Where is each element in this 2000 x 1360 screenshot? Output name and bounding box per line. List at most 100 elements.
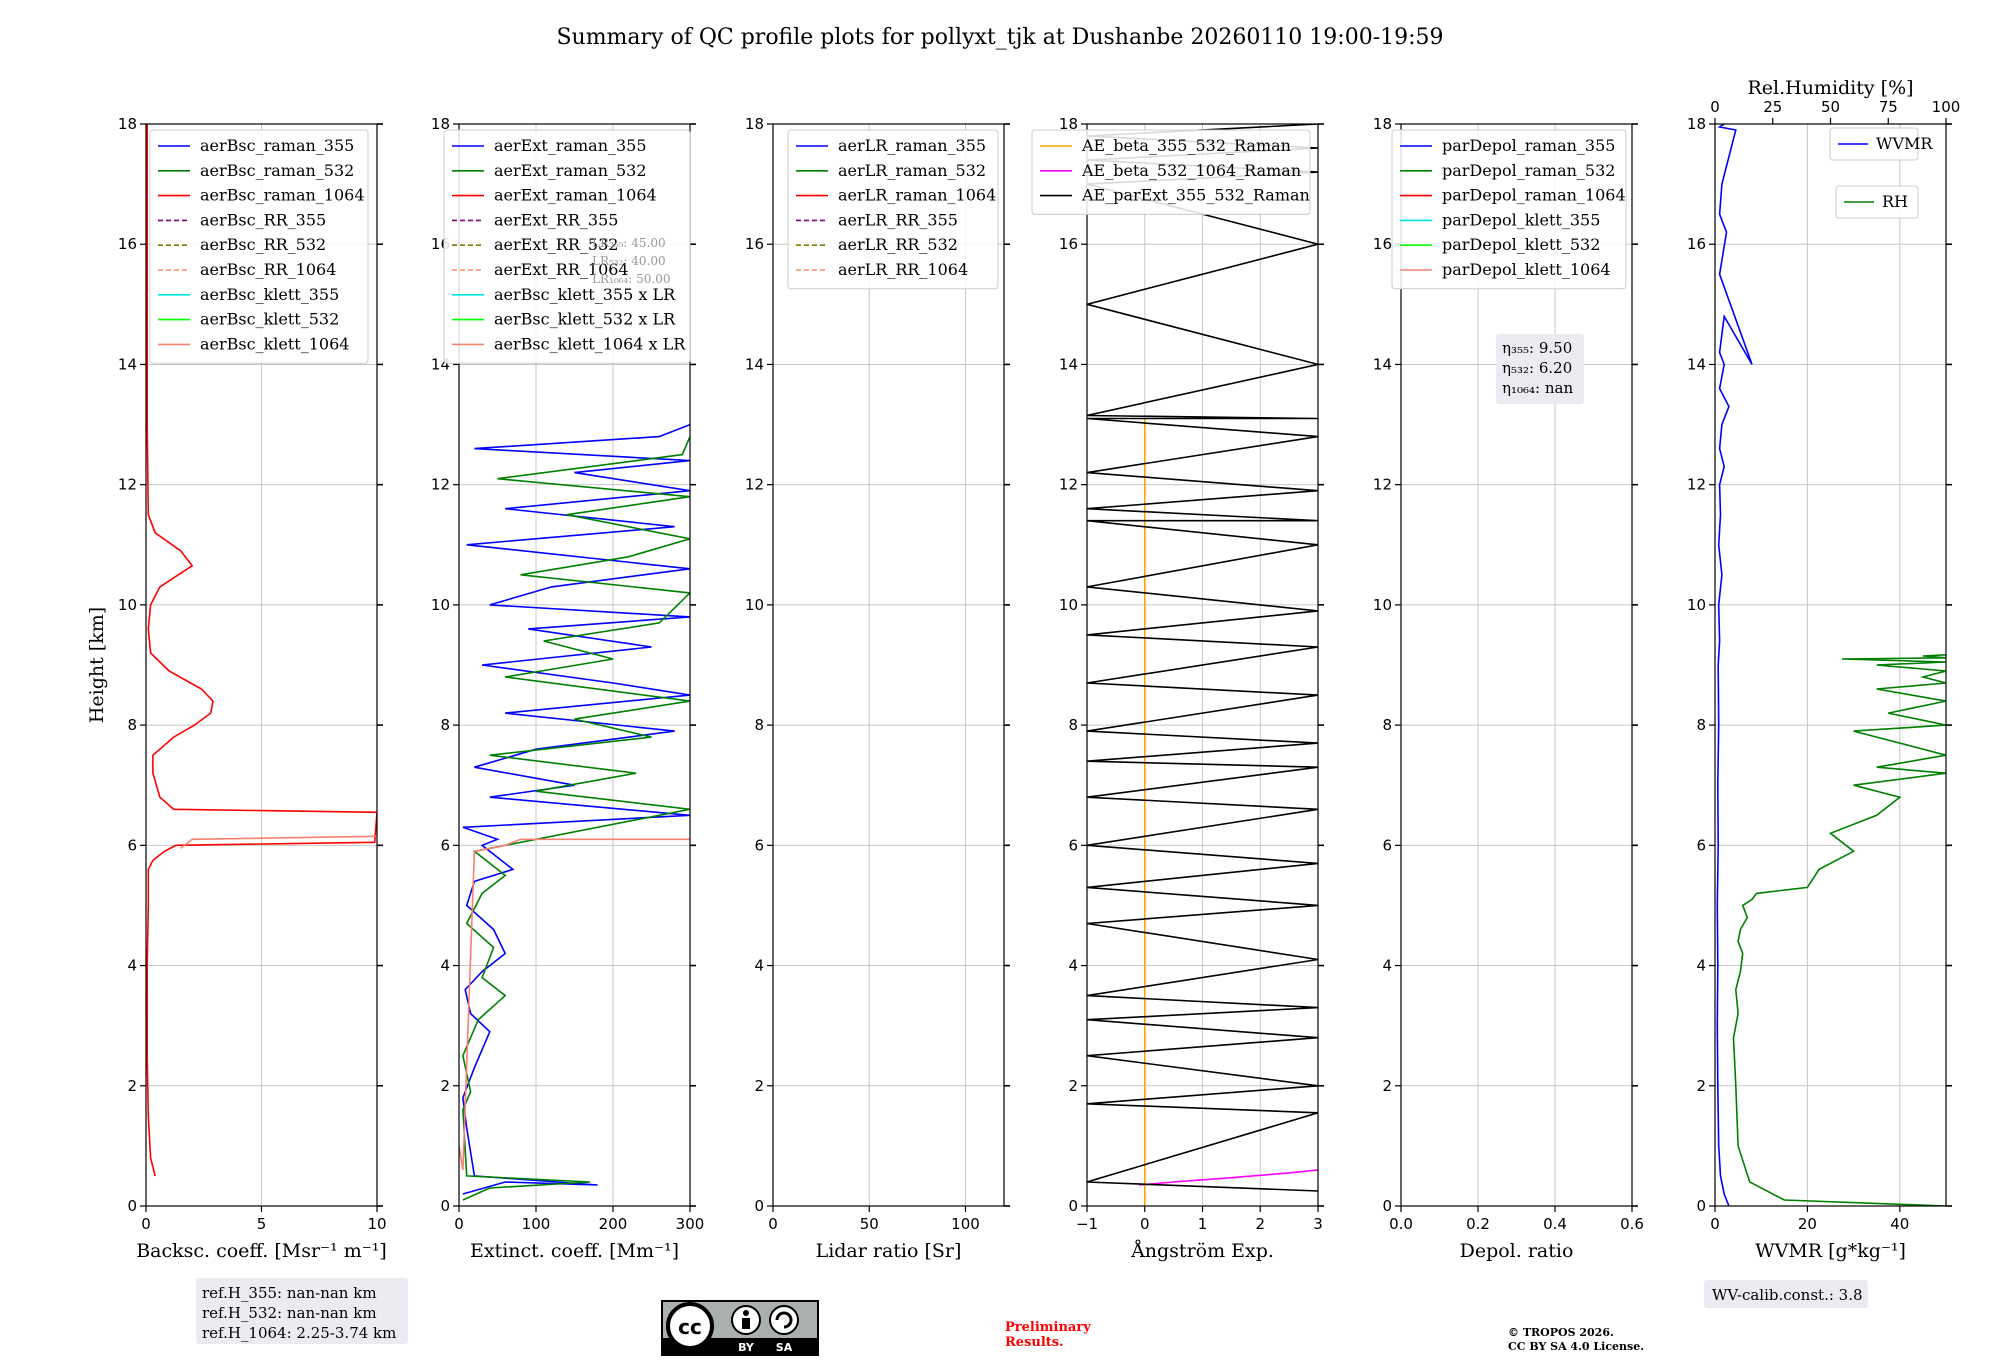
x-tick-label: 0 — [1140, 1215, 1150, 1233]
x-axis-label: Lidar ratio [Sr] — [816, 1240, 962, 1262]
legend-label: aerBsc_raman_532 — [200, 161, 354, 180]
wv-calib-box: WV-calib.const.: 3.8 — [1704, 1280, 1868, 1308]
y-tick-label: 8 — [754, 716, 764, 734]
y-tick-label: 12 — [745, 476, 764, 494]
legend-box — [149, 129, 369, 364]
y-tick-label: 2 — [754, 1077, 764, 1095]
series-RH — [1732, 654, 1946, 1206]
y-tick-label: 12 — [118, 476, 137, 494]
y-tick-label: 0 — [127, 1197, 137, 1215]
eta-label: η₃₅₅: 9.50 — [1502, 339, 1572, 357]
legend-label: aerExt_RR_355 — [494, 210, 618, 229]
x-tick-label: 5 — [257, 1215, 267, 1233]
legend-label: aerLR_raman_355 — [838, 136, 986, 155]
legend-box — [1829, 127, 1919, 161]
legend-label: aerBsc_klett_1064 x LR — [494, 334, 686, 353]
panel-backscatter: 0 2 4 6 8 10 12 14 16 18 0 5 10 Backsc. coeff. [Msr⁻¹… — [86, 115, 387, 1262]
series-AE_beta_532_1064_Raman — [1138, 1169, 1318, 1186]
legend-label: aerLR_RR_532 — [838, 235, 958, 254]
y-tick-label: 6 — [1382, 836, 1392, 854]
cc-license-badge: cc BY SA — [661, 1300, 819, 1356]
cc-icon — [666, 1302, 714, 1350]
y-tick-label: 4 — [1068, 957, 1078, 975]
x-tick-label: 0.4 — [1543, 1215, 1567, 1233]
wv-calib-box-bg — [1704, 1280, 1868, 1308]
preliminary-line-2: Results. — [1005, 1335, 1064, 1350]
legend-label: RH — [1882, 192, 1908, 211]
x-tick-label: 300 — [676, 1215, 705, 1233]
y-tick-label: 6 — [127, 836, 137, 854]
y-tick-label: 16 — [118, 235, 137, 253]
y-tick-label: 10 — [1687, 596, 1706, 614]
legend-label: parDepol_klett_532 — [1442, 235, 1600, 254]
y-tick-label: 10 — [118, 596, 137, 614]
x-tick-label: 40 — [1890, 1215, 1909, 1233]
y-tick-label: 16 — [1373, 235, 1392, 253]
y-tick-label: 6 — [754, 836, 764, 854]
legend-label: parDepol_klett_355 — [1442, 210, 1600, 229]
y-tick-label: 14 — [118, 355, 137, 373]
y-tick-label: 14 — [1059, 355, 1078, 373]
y-tick-label: 18 — [1687, 115, 1706, 133]
axes-frame — [1400, 123, 1633, 1207]
y-tick-label: 4 — [127, 957, 137, 975]
legend: parDepol_raman_355 parDepol_raman_532 parD… — [1391, 129, 1627, 290]
x-tick-label: 3 — [1313, 1215, 1323, 1233]
y-tick-label: 8 — [440, 716, 450, 734]
legend-entry: WVMR — [1829, 127, 1933, 161]
legend: aerBsc_raman_355 aerBsc_raman_532 aerBsc_r… — [149, 129, 369, 364]
legend-label: aerBsc_klett_532 — [200, 310, 339, 329]
legend-label: aerBsc_RR_355 — [200, 210, 326, 229]
y-tick-label: 4 — [1696, 957, 1706, 975]
top-x-tick-label: 75 — [1879, 98, 1898, 116]
series-WVMR — [1716, 124, 1753, 1206]
y-tick-label: 2 — [1068, 1077, 1078, 1095]
legend-label: parDepol_raman_532 — [1442, 161, 1615, 180]
lr-label: LR₅₃₂: 40.00 — [592, 254, 666, 268]
y-tick-label: 4 — [754, 957, 764, 975]
figure-title: Summary of QC profile plots for pollyxt_… — [556, 25, 1443, 50]
y-tick-label: 14 — [1687, 355, 1706, 373]
y-tick-label: 10 — [1373, 596, 1392, 614]
axes-frame — [458, 123, 691, 1207]
y-tick-label: 14 — [1373, 355, 1392, 373]
y-tick-label: 8 — [1696, 716, 1706, 734]
legend-box — [1391, 129, 1627, 290]
legend-label: aerBsc_RR_532 — [200, 235, 326, 254]
legend-label: AE_beta_532_1064_Raman — [1081, 161, 1301, 180]
y-tick-label: 8 — [127, 716, 137, 734]
y-tick-label: 0 — [754, 1197, 764, 1215]
ref-height-1064: ref.H_1064: 2.25-3.74 km — [202, 1324, 396, 1342]
legend: AE_beta_355_532_Raman AE_beta_532_1064_Ra… — [1031, 129, 1311, 215]
x-tick-label: 0 — [1710, 1215, 1720, 1233]
x-tick-label: 0 — [454, 1215, 464, 1233]
eta-label: η₁₀₆₄: nan — [1502, 379, 1573, 397]
y-tick-label: 12 — [1373, 476, 1392, 494]
legend-label: aerBsc_klett_355 — [200, 285, 339, 304]
axes-frame — [1714, 123, 1947, 1207]
series-AE_parExt_355_532_Raman — [1087, 124, 1318, 1192]
y-tick-label: 16 — [1059, 235, 1078, 253]
legend-label: aerBsc_klett_355 x LR — [494, 285, 676, 304]
y-tick-label: 6 — [440, 836, 450, 854]
series-aerExt_raman_355 — [462, 423, 690, 1195]
y-tick-label: 8 — [1068, 716, 1078, 734]
y-tick-label: 6 — [1696, 836, 1706, 854]
legend: aerExt_raman_355 aerExt_raman_532 aerExt_r… — [443, 129, 691, 364]
sa-icon-arrow — [775, 1311, 793, 1329]
y-tick-label: 16 — [745, 235, 764, 253]
y-tick-label: 2 — [1382, 1077, 1392, 1095]
x-tick-label: 0 — [768, 1215, 778, 1233]
legend-entry: RH — [1835, 185, 1919, 219]
top-x-axis-label: Rel.Humidity [%] — [1747, 77, 1913, 99]
legend-label: aerExt_raman_355 — [494, 136, 647, 155]
legend-label: aerLR_raman_532 — [838, 161, 986, 180]
legend-label: aerExt_RR_532 — [494, 235, 618, 254]
legend-label: parDepol_raman_355 — [1442, 136, 1615, 155]
ref-height-box: ref.H_355: nan-nan km ref.H_532: nan-nan… — [196, 1278, 408, 1344]
